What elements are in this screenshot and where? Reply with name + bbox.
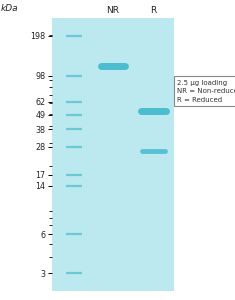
- Text: 2.5 μg loading
NR = Non-reduced
R = Reduced: 2.5 μg loading NR = Non-reduced R = Redu…: [177, 80, 235, 103]
- Text: kDa: kDa: [0, 4, 18, 13]
